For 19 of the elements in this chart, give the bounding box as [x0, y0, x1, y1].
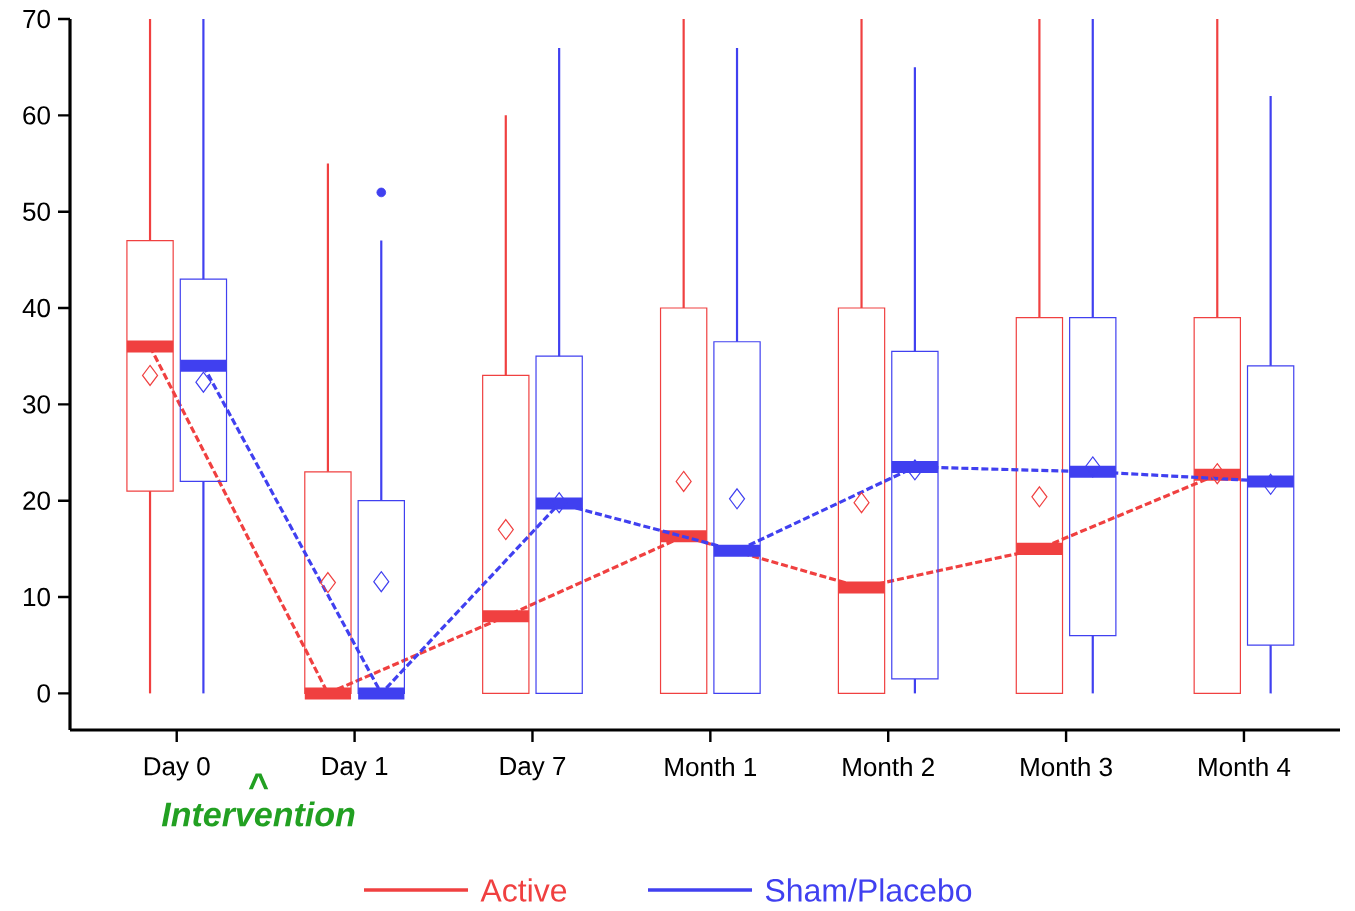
y-tick-label: 20: [23, 491, 50, 510]
x-tick-label: Month 2: [843, 757, 934, 777]
y-tick-label: 50: [23, 202, 50, 221]
y-tick-label: 30: [23, 395, 50, 414]
text: ^: [248, 773, 269, 790]
y-tick-label: 0: [37, 684, 50, 703]
x-tick-label: Day 1: [322, 757, 388, 781]
text: Intervention: [161, 801, 355, 827]
x-tick-label: Month 4: [1199, 757, 1291, 777]
y-tick-label: 60: [23, 106, 50, 125]
y-tick-label: 10: [24, 587, 50, 607]
x-tick-label: Month 3: [1021, 757, 1112, 777]
x-tick-label: Day 0: [144, 757, 210, 781]
x-tick-label: Day 7: [500, 757, 566, 781]
legend-label: Active: [480, 878, 567, 902]
y-tick-label: 40: [22, 298, 50, 318]
x-tick-label: Month 1: [665, 757, 757, 777]
y-tick-label: 70: [23, 9, 50, 29]
legend-label: Sham/Placebo: [765, 878, 972, 902]
